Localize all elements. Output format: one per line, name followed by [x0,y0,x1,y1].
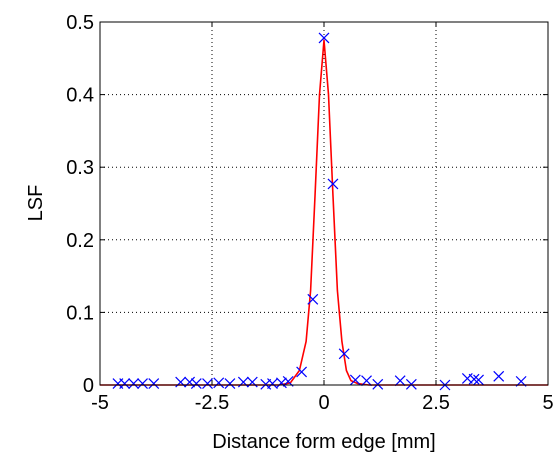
y-axis-title: LSF [25,185,47,222]
x-axis-title: Distance form edge [mm] [212,431,435,453]
data-point-marker [361,375,372,387]
y-tick-label: 0.5 [66,12,94,34]
data-point-marker [372,378,384,390]
x-tick-label: -5 [91,392,109,414]
x-tick-label: 5 [542,392,553,414]
y-tick-label: 0 [83,375,94,397]
x-tick-label: -2.5 [195,392,229,414]
axis-ticks: -5 -2.5 0 2.5 5 0 0.1 0.2 0.3 0.4 0.5 [66,12,553,414]
x-tick-label: 0 [318,392,329,414]
y-tick-label: 0.2 [66,230,94,252]
data-point-marker [318,32,330,44]
data-point-marker [327,178,339,190]
data-point-marker [224,378,236,389]
data-point-marker [190,378,202,389]
data-point-marker [394,375,406,387]
y-tick-label: 0.1 [66,302,94,324]
grid-lines [100,22,548,385]
data-point-marker [468,373,480,385]
data-point-marker [202,378,213,389]
data-point-marker [276,377,287,389]
data-point-marker [148,378,160,389]
data-point-marker [137,378,148,389]
data-point-marker [473,374,484,386]
x-tick-label: 2.5 [422,392,450,414]
data-point-marker [349,374,361,386]
data-point-marker [493,370,505,382]
data-point-marker [338,348,350,360]
data-point-marker [296,366,308,378]
data-point-marker [213,377,225,389]
y-tick-label: 0.3 [66,157,94,179]
data-point-marker [128,378,140,389]
data-point-marker [307,293,319,305]
data-series [100,32,548,391]
data-point-marker [267,378,278,389]
lsf-fit-line [100,39,548,386]
data-point-marker [119,378,131,389]
data-point-marker [405,378,417,390]
y-tick-label: 0.4 [66,85,94,107]
